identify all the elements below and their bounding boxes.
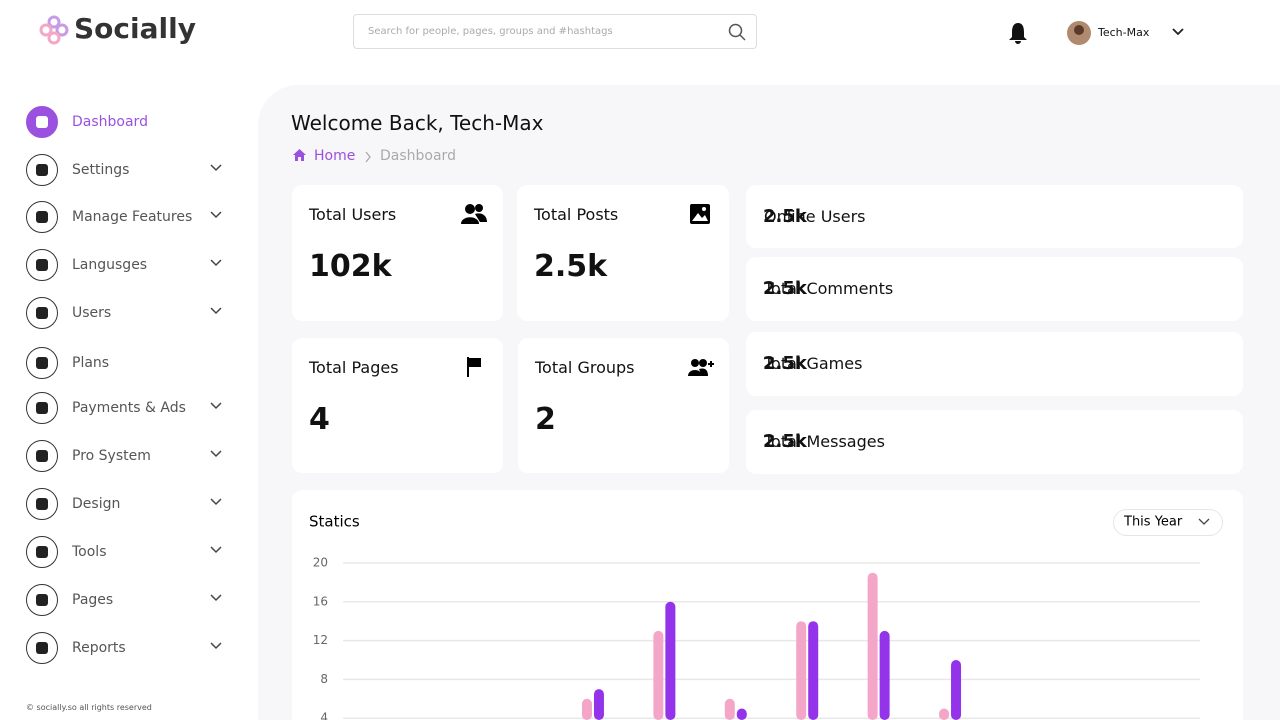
chart-title: Statics — [309, 513, 360, 531]
bar — [581, 698, 592, 720]
nav-item[interactable]: Langusges — [26, 249, 226, 281]
bar — [808, 621, 819, 720]
nav-item[interactable]: Payments & Ads — [26, 392, 226, 424]
summary-value: 2.5k — [763, 353, 807, 374]
stat-label: Total Groups — [535, 358, 635, 377]
chart: Statics This Year 4 8 12 16 20 — [309, 509, 1223, 720]
breadcrumb-link[interactable]: Home — [314, 148, 356, 164]
nav-item[interactable]: Design — [26, 488, 226, 520]
logo: Socially — [74, 12, 196, 45]
nav-label: Dashboard — [72, 114, 148, 130]
summary-label: Total Comments — [764, 279, 894, 298]
nav-label: Pages — [72, 592, 114, 608]
nav-label: Payments & Ads — [72, 400, 186, 416]
bar — [951, 660, 962, 720]
stat-card: Total Pages 4 — [292, 338, 503, 473]
bar — [653, 630, 664, 720]
dropdown-chevron[interactable] — [1198, 518, 1210, 525]
summary-label: Total Messages — [764, 432, 885, 451]
copyright: © socially.so all rights reserved — [26, 703, 152, 712]
y-tick-label: 20 — [313, 556, 328, 570]
nav-item[interactable]: Pages — [26, 584, 226, 616]
summary-row: Total Games 2.5k — [746, 332, 1243, 396]
search-box[interactable]: Search for people, pages, groups and #ha… — [353, 14, 757, 49]
avatar[interactable] — [1066, 20, 1092, 46]
nav-label: Tools — [72, 544, 107, 560]
nav-label: Design — [72, 496, 121, 512]
nav-item[interactable]: Tools — [26, 536, 226, 568]
bar — [879, 630, 890, 720]
nav-item[interactable]: Dashboard — [26, 106, 226, 138]
y-tick-label: 16 — [313, 594, 328, 608]
nav-item[interactable]: Users — [26, 297, 226, 329]
nav-item[interactable]: Settings — [26, 154, 226, 186]
stat-card: Total Posts 2.5k — [517, 185, 729, 321]
nav-item[interactable]: Plans — [26, 347, 226, 379]
bar — [796, 621, 807, 720]
stat-card: Total Users 102k — [292, 185, 503, 321]
home-icon — [293, 149, 306, 161]
bar — [939, 708, 950, 720]
bar — [593, 689, 604, 720]
stat-card: Total Groups 2 — [518, 338, 729, 473]
page-title: Welcome Back, Tech-Max — [291, 111, 544, 135]
nav-item[interactable]: Manage Features — [26, 201, 226, 233]
summary-row: Total Comments 2.5k — [746, 257, 1243, 321]
bar — [724, 698, 735, 720]
stat-value: 2 — [535, 402, 556, 437]
summary-row: Online Users 2.5k — [746, 185, 1243, 248]
nav-label: Plans — [72, 355, 110, 371]
nav-label: Pro System — [72, 448, 151, 464]
stat-label: Total Pages — [309, 358, 399, 377]
y-tick-label: 12 — [313, 633, 328, 647]
period-label[interactable]: This Year — [1123, 515, 1183, 530]
summary-value: 2.5k — [763, 206, 807, 227]
nav-label: Manage Features — [72, 209, 193, 225]
summary-value: 2.5k — [763, 431, 807, 452]
nav-label: Users — [72, 305, 112, 321]
summary-label: Online Users — [764, 207, 866, 226]
bar — [665, 601, 676, 720]
nav-label: Reports — [72, 640, 126, 656]
breadcrumb-current: Dashboard — [380, 148, 456, 164]
bar — [867, 572, 878, 720]
y-tick-label: 4 — [320, 711, 328, 720]
stat-value: 2.5k — [534, 249, 608, 284]
nav-item[interactable]: Reports — [26, 632, 226, 664]
stat-value: 102k — [309, 249, 392, 284]
breadcrumb-separator — [365, 151, 371, 163]
summary-value: 2.5k — [763, 278, 807, 299]
nav-label: Settings — [72, 162, 130, 178]
period-dropdown[interactable] — [1113, 509, 1223, 536]
chart-card — [292, 490, 1243, 720]
search-icon — [728, 23, 746, 41]
summary-row: Total Messages 2.5k — [746, 410, 1243, 474]
stat-label: Total Users — [309, 205, 397, 224]
notification-bell[interactable] — [1006, 21, 1030, 45]
summary-label: Total Games — [764, 354, 863, 373]
user-name[interactable]: Tech-Max — [1098, 26, 1150, 39]
stat-label: Total Posts — [534, 205, 619, 224]
nav-item[interactable]: Pro System — [26, 440, 226, 472]
logo-icon — [39, 15, 69, 45]
bar — [736, 708, 747, 720]
search-placeholder: Search for people, pages, groups and #ha… — [368, 26, 613, 37]
y-tick-label: 8 — [320, 672, 328, 686]
user-menu-chevron[interactable] — [1171, 27, 1185, 37]
nav-label: Langusges — [72, 257, 148, 273]
stat-value: 4 — [309, 402, 330, 437]
